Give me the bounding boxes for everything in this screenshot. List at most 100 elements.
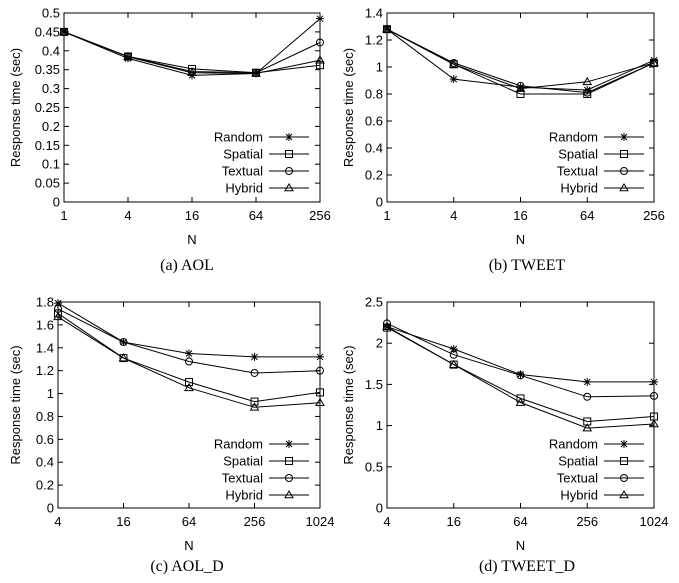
data-point-spatial	[316, 61, 324, 70]
y-tick-label: 1.4	[36, 340, 54, 355]
y-axis-title: Response time (sec)	[8, 48, 23, 167]
data-point-textual	[316, 366, 324, 375]
y-tick-label: 0	[376, 501, 383, 516]
data-point-hybrid	[649, 57, 659, 67]
chart-caption: (a) AOL	[160, 257, 214, 274]
x-tick-label: 64	[580, 208, 594, 223]
data-point-random	[583, 85, 592, 94]
legend-label-random: Random	[214, 437, 263, 452]
legend-marker-textual	[620, 167, 628, 175]
data-point-spatial	[516, 90, 525, 98]
y-tick-label: 0.5	[365, 459, 383, 474]
legend-marker-random	[285, 440, 293, 448]
y-tick-label: 0	[376, 195, 383, 210]
legend-marker-hybrid	[619, 183, 629, 192]
chart-tweet-d: 0 0.5 1 1.5 2 2.5 4 16 64 256 1024 N Response time (…	[341, 295, 669, 554]
data-point-spatial	[316, 388, 324, 397]
x-tick-label: 1024	[640, 514, 669, 529]
y-tick-label: 0.2	[365, 168, 383, 183]
legend-label-spatial: Spatial	[558, 454, 598, 469]
y-tick-label: 0.5	[42, 6, 60, 21]
legend-label-spatial: Spatial	[558, 147, 598, 162]
data-point-random	[449, 75, 458, 84]
legend-label-spatial: Spatial	[223, 147, 263, 162]
series-line-hybrid	[63, 31, 321, 75]
legend-label-textual: Textual	[222, 471, 263, 486]
legend-marker-textual	[620, 474, 628, 482]
legend-label-random: Random	[214, 130, 263, 145]
x-tick-label: 1	[383, 208, 390, 223]
y-tick-label: 0	[53, 195, 60, 210]
x-tick-label: 4	[54, 514, 61, 529]
data-point-textual	[583, 392, 592, 401]
legend-label-textual: Textual	[557, 471, 598, 486]
data-point-textual	[449, 350, 458, 359]
data-point-random	[54, 299, 62, 308]
data-point-hybrid	[184, 382, 194, 392]
data-point-textual	[250, 368, 259, 377]
data-point-hybrid	[53, 311, 63, 321]
y-tick-label: 1	[376, 418, 383, 433]
data-point-hybrid	[382, 24, 392, 33]
legend-label-hybrid: Hybrid	[225, 488, 263, 503]
x-axis-title: N	[184, 538, 193, 553]
y-axis-title: Response time (sec)	[341, 345, 356, 464]
legend-marker-random	[285, 133, 293, 141]
x-tick-label: 16	[185, 208, 199, 223]
data-point-spatial	[383, 323, 391, 332]
y-tick-label: 1.5	[365, 377, 383, 392]
data-point-textual	[650, 391, 658, 400]
legend-marker-spatial	[285, 150, 293, 158]
data-point-hybrid	[118, 353, 129, 362]
legend-marker-spatial	[620, 457, 628, 465]
y-tick-label: 0.8	[36, 409, 54, 424]
data-point-hybrid	[515, 397, 526, 406]
data-point-random	[316, 14, 324, 23]
y-tick-label: 0.15	[35, 138, 60, 153]
chart-aol: 0 0.05 0.1 0.15 0.2 0.25 0.3 0.35 0.4 0.45 0.5 1 4 16…	[8, 6, 331, 248]
x-tick-label: 256	[309, 208, 331, 223]
y-tick-label: 0.1	[42, 157, 60, 172]
data-point-hybrid	[448, 59, 459, 68]
y-tick-label: 0.3	[42, 81, 60, 96]
data-point-textual	[516, 371, 525, 380]
data-point-spatial	[250, 397, 259, 406]
y-tick-label: 0.2	[36, 478, 54, 493]
series-line-textual	[386, 28, 655, 94]
legend-marker-hybrid	[284, 183, 294, 192]
legend-label-textual: Textual	[557, 164, 598, 179]
data-point-hybrid	[382, 321, 392, 331]
chart-panel-tweet-d: 0 0.5 1 1.5 2 2.5 4 16 64 256 1024 N Response time (…	[340, 293, 679, 583]
data-point-hybrid	[315, 55, 325, 64]
x-tick-label: 64	[182, 514, 196, 529]
y-tick-label: 0.4	[365, 141, 383, 156]
y-tick-label: 2.5	[365, 295, 383, 310]
series-line-hybrid	[386, 326, 655, 429]
legend-marker-random	[620, 440, 628, 448]
legend-marker-textual	[285, 474, 293, 482]
data-point-textual	[516, 81, 525, 90]
plot-frame	[63, 12, 321, 203]
x-axis-title: N	[187, 232, 196, 247]
y-tick-label: 0.6	[365, 114, 383, 129]
x-tick-label: 256	[244, 514, 266, 529]
chart-aol-d: 0 0.2 0.4 0.6 0.8 1 1.2 1.4 1.6 1.8 4 16 64 256 1024 N R…	[8, 295, 334, 554]
data-point-hybrid	[582, 76, 593, 86]
plot-frame	[386, 12, 655, 203]
data-point-random	[516, 83, 525, 92]
y-tick-label: 0.2	[42, 119, 60, 134]
data-point-random	[516, 370, 525, 379]
data-point-hybrid	[187, 67, 197, 77]
x-tick-label: 256	[576, 514, 598, 529]
legend-label-random: Random	[549, 130, 598, 145]
y-axis-title: Response time (sec)	[341, 48, 356, 167]
data-point-random	[316, 352, 324, 361]
data-point-hybrid	[649, 418, 659, 428]
series-line-hybrid	[386, 28, 655, 90]
y-tick-label: 1.2	[36, 363, 54, 378]
series-line-textual	[386, 322, 655, 398]
y-tick-label: 0	[47, 501, 54, 516]
data-point-random	[124, 54, 132, 63]
x-tick-label: 64	[249, 208, 263, 223]
legend-marker-spatial	[285, 457, 293, 465]
